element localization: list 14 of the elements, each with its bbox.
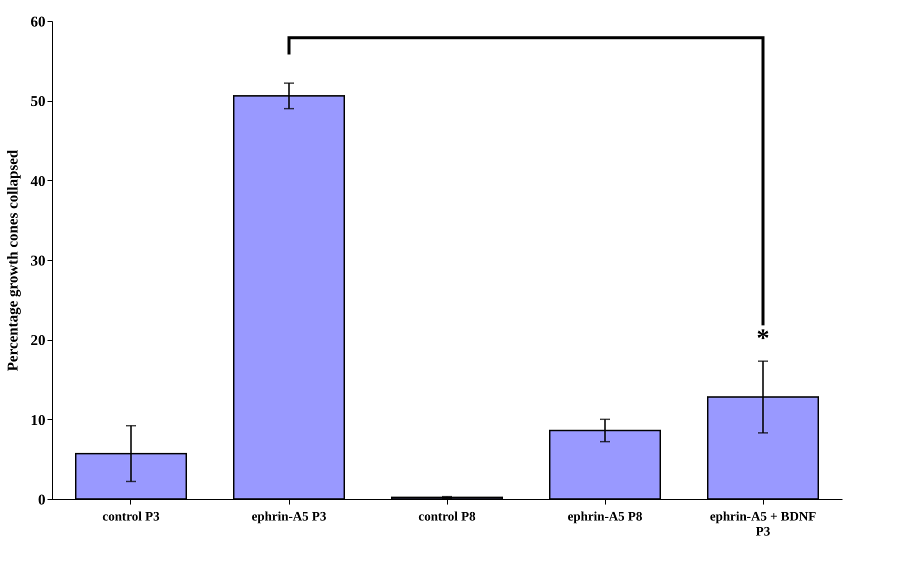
- y-axis-title: Percentage growth cones collapsed: [6, 149, 22, 372]
- x-tick-label: ephrin-A5 P3: [252, 508, 327, 524]
- y-tick-label: 40: [30, 174, 46, 190]
- x-tick-label: ephrin-A5 + BDNF P3: [710, 508, 816, 538]
- x-tick-label: control P8: [418, 508, 476, 524]
- annotation: *: [756, 324, 770, 353]
- y-tick-label: 10: [30, 412, 46, 429]
- y-tick-label: 0: [38, 492, 46, 508]
- y-tick-label: 30: [30, 254, 46, 270]
- y-tick-label: 60: [30, 14, 46, 30]
- x-tick-label: ephrin-A5 P8: [568, 508, 643, 524]
- y-tick-label: 20: [30, 333, 46, 350]
- x-tick-label: control P3: [102, 508, 160, 524]
- y-tick-label: 50: [30, 94, 46, 110]
